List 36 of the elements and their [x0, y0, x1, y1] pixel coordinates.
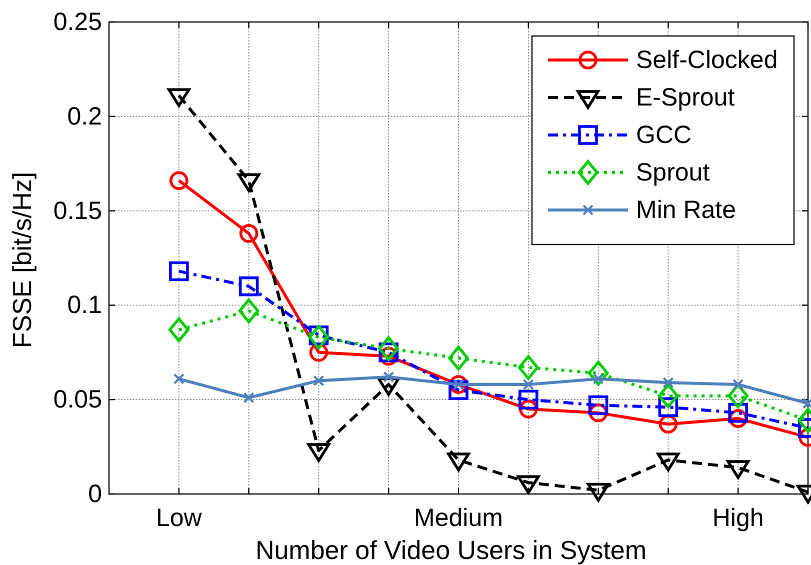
y-axis-title: FSSE [bit/s/Hz]: [7, 172, 37, 348]
point: [238, 298, 260, 324]
point: [658, 383, 679, 408]
legend-label: GCC: [636, 121, 692, 149]
point: [383, 371, 394, 383]
point: [169, 261, 189, 282]
legend-label: Min Rate: [636, 196, 736, 224]
point: [522, 378, 534, 390]
y-tick-label: 0.1: [67, 291, 102, 320]
legend-label: Self-Clocked: [636, 46, 778, 74]
x-tick-label: Low: [156, 504, 203, 532]
y-tick-label: 0.05: [53, 386, 102, 414]
point: [308, 324, 330, 350]
point: [518, 390, 538, 410]
point: [173, 373, 184, 384]
x-tick-label: High: [712, 504, 764, 532]
y-tick-label: 0.15: [53, 196, 102, 225]
point: [518, 355, 539, 380]
x-axis-title: Number of Video Users in System: [255, 535, 647, 565]
point: [168, 317, 190, 342]
point: [238, 276, 259, 296]
legend-label: Sprout: [636, 158, 710, 186]
point: [448, 346, 469, 370]
point: [313, 375, 324, 386]
point: [170, 171, 188, 190]
y-tick-label: 0.25: [53, 8, 102, 36]
point: [239, 224, 258, 243]
point: [732, 378, 744, 390]
legend-label: E-Sprout: [636, 84, 735, 112]
point: [588, 395, 608, 416]
point: [662, 377, 674, 388]
y-tick-label: 0.2: [67, 102, 102, 130]
point: [243, 392, 254, 404]
point: [378, 336, 399, 362]
x-tick-label: Medium: [414, 504, 503, 532]
y-tick-label: 0: [88, 480, 102, 508]
